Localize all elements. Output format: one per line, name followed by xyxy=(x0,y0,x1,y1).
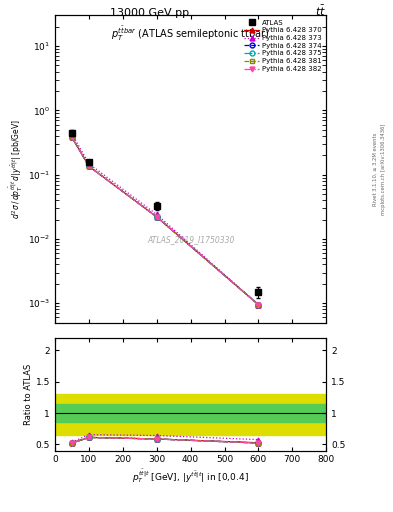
Pythia 6.428 375 xyxy=(86,163,91,169)
Pythia 6.428 382 xyxy=(154,214,159,220)
Pythia 6.428 381 xyxy=(256,302,261,308)
X-axis label: $p_T^{t\bar{t}|t}$ [GeV], $|y^{t\bar{t}|t}|$ in [0,0.4]: $p_T^{t\bar{t}|t}$ [GeV], $|y^{t\bar{t}|… xyxy=(132,467,249,485)
Pythia 6.428 374 xyxy=(154,214,159,220)
Text: $p_T^{t\bar{t}bar}$ (ATLAS semileptonic ttbar): $p_T^{t\bar{t}bar}$ (ATLAS semileptonic … xyxy=(111,25,270,43)
Pythia 6.428 382 xyxy=(256,302,261,308)
Pythia 6.428 381 xyxy=(154,214,159,220)
Text: ATLAS_2019_I1750330: ATLAS_2019_I1750330 xyxy=(147,235,234,244)
Line: Pythia 6.428 381: Pythia 6.428 381 xyxy=(70,135,261,307)
Pythia 6.428 381 xyxy=(70,134,74,140)
Y-axis label: $d^2\sigma\,/\,dp_T^{t\bar{t}|t}\,d|y^{t\bar{t}|t}|$ [pb/GeV]: $d^2\sigma\,/\,dp_T^{t\bar{t}|t}\,d|y^{t… xyxy=(8,119,25,219)
Text: mcplots.cern.ch [arXiv:1306.3436]: mcplots.cern.ch [arXiv:1306.3436] xyxy=(381,123,386,215)
Pythia 6.428 370 xyxy=(154,214,159,220)
Pythia 6.428 381 xyxy=(86,163,91,169)
Pythia 6.428 373 xyxy=(154,211,159,218)
Pythia 6.428 370 xyxy=(70,134,74,140)
Pythia 6.428 374 xyxy=(86,163,91,169)
Line: Pythia 6.428 382: Pythia 6.428 382 xyxy=(70,135,261,307)
Pythia 6.428 370 xyxy=(256,302,261,308)
Pythia 6.428 382 xyxy=(86,163,91,169)
Text: Rivet 3.1.10, ≥ 3.2M events: Rivet 3.1.10, ≥ 3.2M events xyxy=(373,132,378,206)
Pythia 6.428 374 xyxy=(70,134,74,140)
Legend: ATLAS, Pythia 6.428 370, Pythia 6.428 373, Pythia 6.428 374, Pythia 6.428 375, P: ATLAS, Pythia 6.428 370, Pythia 6.428 37… xyxy=(241,17,325,75)
Line: Pythia 6.428 374: Pythia 6.428 374 xyxy=(70,135,261,307)
Pythia 6.428 373 xyxy=(70,131,74,137)
Pythia 6.428 373 xyxy=(86,161,91,167)
Pythia 6.428 375 xyxy=(70,134,74,140)
Line: Pythia 6.428 373: Pythia 6.428 373 xyxy=(70,132,261,307)
Y-axis label: Ratio to ATLAS: Ratio to ATLAS xyxy=(24,364,33,425)
Line: Pythia 6.428 370: Pythia 6.428 370 xyxy=(70,135,261,307)
Bar xyxy=(55,403,326,422)
Text: $t\bar{t}$: $t\bar{t}$ xyxy=(315,4,326,18)
Text: 13000 GeV pp: 13000 GeV pp xyxy=(110,8,189,18)
Pythia 6.428 373 xyxy=(256,302,261,308)
Pythia 6.428 375 xyxy=(256,302,261,308)
Bar xyxy=(55,394,326,435)
Pythia 6.428 370 xyxy=(86,163,91,169)
Pythia 6.428 382 xyxy=(70,134,74,140)
Pythia 6.428 375 xyxy=(154,214,159,220)
Line: Pythia 6.428 375: Pythia 6.428 375 xyxy=(70,135,261,307)
Pythia 6.428 374 xyxy=(256,302,261,308)
